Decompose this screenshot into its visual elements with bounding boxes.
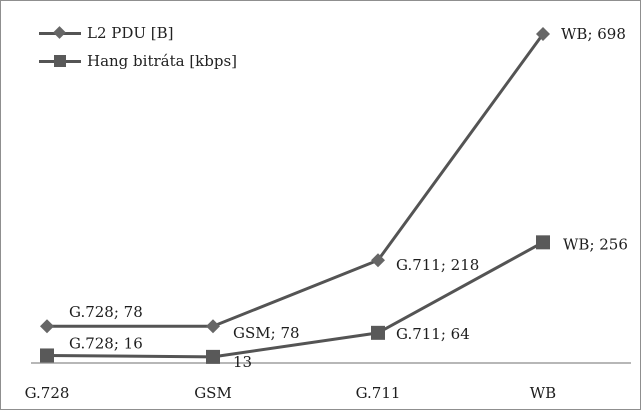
- point-1-0: [40, 348, 54, 363]
- x-tick-label-2: G.711: [356, 384, 401, 402]
- legend-label-hang-bitrata: Hang bitráta [kbps]: [87, 52, 238, 70]
- legend-item-hang-bitrata: Hang bitráta [kbps]: [39, 47, 237, 75]
- x-tick-label-0: G.728: [25, 384, 70, 402]
- data-label-0-3: WB; 698: [561, 25, 626, 43]
- x-tick-label-3: WB: [530, 384, 556, 402]
- data-label-0-2: G.711; 218: [396, 256, 479, 274]
- point-0-2: [371, 253, 385, 268]
- point-0-1: [206, 319, 220, 334]
- data-label-0-1: GSM; 78: [233, 324, 300, 342]
- series-line-0: [47, 33, 545, 328]
- x-tick-label-1: GSM: [194, 384, 232, 402]
- data-label-1-3: WB; 256: [563, 235, 628, 253]
- point-0-0: [40, 319, 54, 334]
- point-1-2: [371, 325, 385, 340]
- legend: L2 PDU [B] Hang bitráta [kbps]: [39, 19, 237, 75]
- legend-item-l2-pdu: L2 PDU [B]: [39, 19, 237, 47]
- point-1-1: [206, 349, 220, 364]
- data-label-1-2: G.711; 64: [396, 325, 470, 343]
- data-label-1-0: G.728; 16: [69, 334, 143, 352]
- series-line-1: [46, 241, 544, 359]
- data-label-0-0: G.728; 78: [69, 303, 143, 321]
- legend-label-l2-pdu: L2 PDU [B]: [87, 24, 174, 42]
- point-0-3: [536, 27, 550, 41]
- square-line-icon: [39, 55, 81, 67]
- diamond-line-icon: [39, 26, 81, 39]
- point-1-3: [536, 235, 550, 250]
- data-label-1-1: 13: [233, 353, 252, 371]
